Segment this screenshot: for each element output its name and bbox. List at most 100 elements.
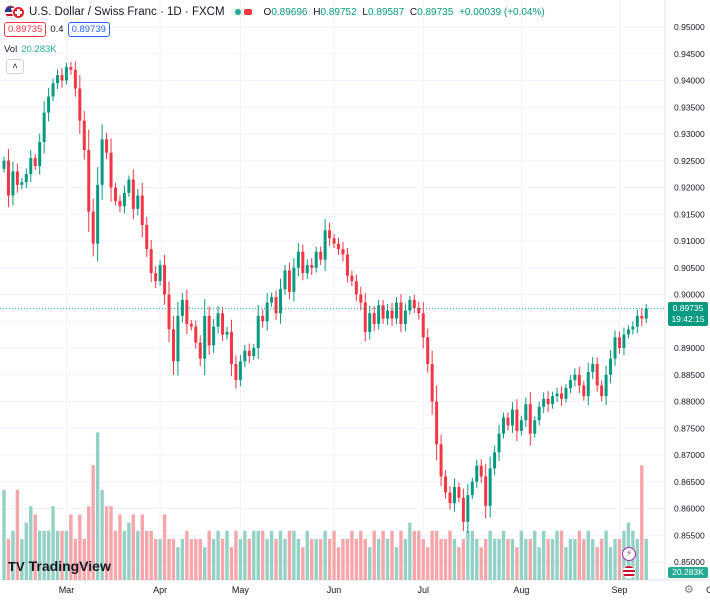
volume-bar bbox=[345, 539, 350, 580]
volume-bar bbox=[87, 506, 91, 580]
gear-icon[interactable]: ⚙ bbox=[684, 584, 694, 596]
candle-body bbox=[314, 251, 318, 268]
volume-bar bbox=[528, 539, 532, 580]
collapse-legend-button[interactable]: ˄ bbox=[6, 59, 24, 74]
volume-bar bbox=[363, 539, 367, 580]
candle-body bbox=[403, 310, 407, 324]
candle-body bbox=[573, 374, 577, 381]
candle-body bbox=[283, 270, 287, 290]
time-axis[interactable]: Mar Apr May Jun Jul Aug Sep Oct bbox=[59, 585, 710, 595]
candle-body bbox=[439, 444, 443, 477]
tradingview-logo-text: TradingView bbox=[28, 558, 111, 574]
volume-bar bbox=[180, 539, 185, 580]
candle-body bbox=[368, 313, 372, 332]
volume-bar bbox=[42, 530, 46, 580]
candle-body bbox=[609, 358, 613, 375]
candle-body bbox=[15, 171, 19, 185]
volume-bar bbox=[368, 547, 372, 580]
candle-body bbox=[533, 420, 537, 434]
candle-body bbox=[256, 315, 260, 348]
symbol-title[interactable]: U.S. Dollar / Swiss Franc · 1D · FXCM bbox=[29, 6, 225, 18]
candle-body bbox=[595, 364, 599, 386]
candle-body bbox=[448, 492, 452, 504]
candle-body bbox=[394, 302, 398, 319]
volume-bar bbox=[60, 530, 64, 580]
volume-bar bbox=[216, 530, 220, 580]
candle-body bbox=[537, 406, 541, 421]
symbol-header[interactable]: U.S. Dollar / Swiss Franc · 1D · FXCM O0… bbox=[4, 4, 545, 20]
volume-bar bbox=[568, 539, 573, 580]
y-tick-label: 0.94500 bbox=[674, 49, 705, 59]
volume-bar bbox=[140, 514, 144, 580]
volume-bar bbox=[69, 514, 73, 580]
volume-bar bbox=[341, 539, 345, 580]
volume-bar bbox=[461, 539, 466, 580]
y-tick-label: 0.85500 bbox=[674, 530, 705, 540]
y-tick-label: 0.88000 bbox=[674, 397, 705, 407]
market-status[interactable] bbox=[230, 8, 256, 16]
us-flag-icon[interactable] bbox=[622, 565, 636, 579]
volume-bar bbox=[203, 547, 207, 580]
volume-bar bbox=[15, 489, 20, 580]
candle-body bbox=[203, 315, 207, 359]
buy-price-button[interactable]: 0.89739 bbox=[67, 22, 110, 37]
volume-bar bbox=[434, 530, 439, 580]
y-tick-label: 0.93000 bbox=[674, 129, 705, 139]
candle-body bbox=[546, 398, 550, 405]
sell-price-button[interactable]: 0.89735 bbox=[4, 22, 47, 37]
candle-body bbox=[319, 251, 323, 260]
price-axis[interactable]: 0.95000 0.94500 0.94000 0.93500 0.93000 0.925… bbox=[674, 22, 705, 567]
candle-body bbox=[345, 254, 349, 276]
volume-bar bbox=[55, 530, 60, 580]
volume-bar bbox=[211, 539, 216, 580]
volume-bar bbox=[501, 530, 506, 580]
volume-bar bbox=[412, 530, 417, 580]
candle-body bbox=[274, 297, 278, 314]
candle-body bbox=[109, 152, 113, 188]
candle-body bbox=[127, 179, 131, 193]
volume-bar bbox=[167, 539, 171, 580]
candle-body bbox=[105, 139, 109, 153]
volume-bar bbox=[73, 539, 78, 580]
candle-body bbox=[435, 401, 439, 445]
volume-bar bbox=[145, 530, 149, 580]
volume-bar bbox=[354, 539, 359, 580]
candle-body bbox=[234, 364, 238, 381]
candle-body bbox=[617, 337, 621, 348]
candle-body bbox=[20, 182, 24, 185]
candle-body bbox=[229, 331, 233, 365]
volume-bar bbox=[640, 465, 644, 580]
volume-bar bbox=[350, 530, 354, 580]
x-tick-label: Oct bbox=[706, 585, 710, 595]
volume-bar bbox=[336, 547, 341, 580]
candle-body bbox=[417, 307, 421, 314]
volume-bar bbox=[555, 530, 559, 580]
volume-axis-label: 20.283K bbox=[668, 567, 708, 578]
candle-body bbox=[221, 313, 225, 335]
x-tick-label: Sep bbox=[611, 585, 627, 595]
volume-bar bbox=[176, 547, 180, 580]
x-tick-label: Jul bbox=[417, 585, 429, 595]
candle-body bbox=[38, 142, 42, 167]
last-price-value: 0.89735 bbox=[672, 303, 704, 313]
tradingview-logo[interactable]: TV TradingView bbox=[8, 558, 111, 574]
volume-bar bbox=[51, 506, 55, 580]
candle-body bbox=[149, 249, 153, 274]
volume-bar bbox=[305, 530, 309, 580]
volume-bar bbox=[577, 530, 582, 580]
volume-bar bbox=[104, 506, 109, 580]
volume-bar bbox=[20, 539, 24, 580]
volume-bar bbox=[2, 489, 6, 580]
candle-body bbox=[69, 67, 73, 70]
volume-bar bbox=[466, 530, 470, 580]
candle-body bbox=[73, 69, 77, 89]
lightning-icon[interactable]: ⚡ bbox=[622, 547, 636, 561]
volume-bar bbox=[6, 539, 11, 580]
candle-body bbox=[279, 289, 283, 314]
y-tick-label: 0.91000 bbox=[674, 236, 705, 246]
volume-bar bbox=[372, 530, 376, 580]
volume-legend[interactable]: Vol 20.283K bbox=[4, 44, 57, 55]
volume-bar bbox=[122, 530, 127, 580]
candle-body bbox=[551, 396, 555, 405]
